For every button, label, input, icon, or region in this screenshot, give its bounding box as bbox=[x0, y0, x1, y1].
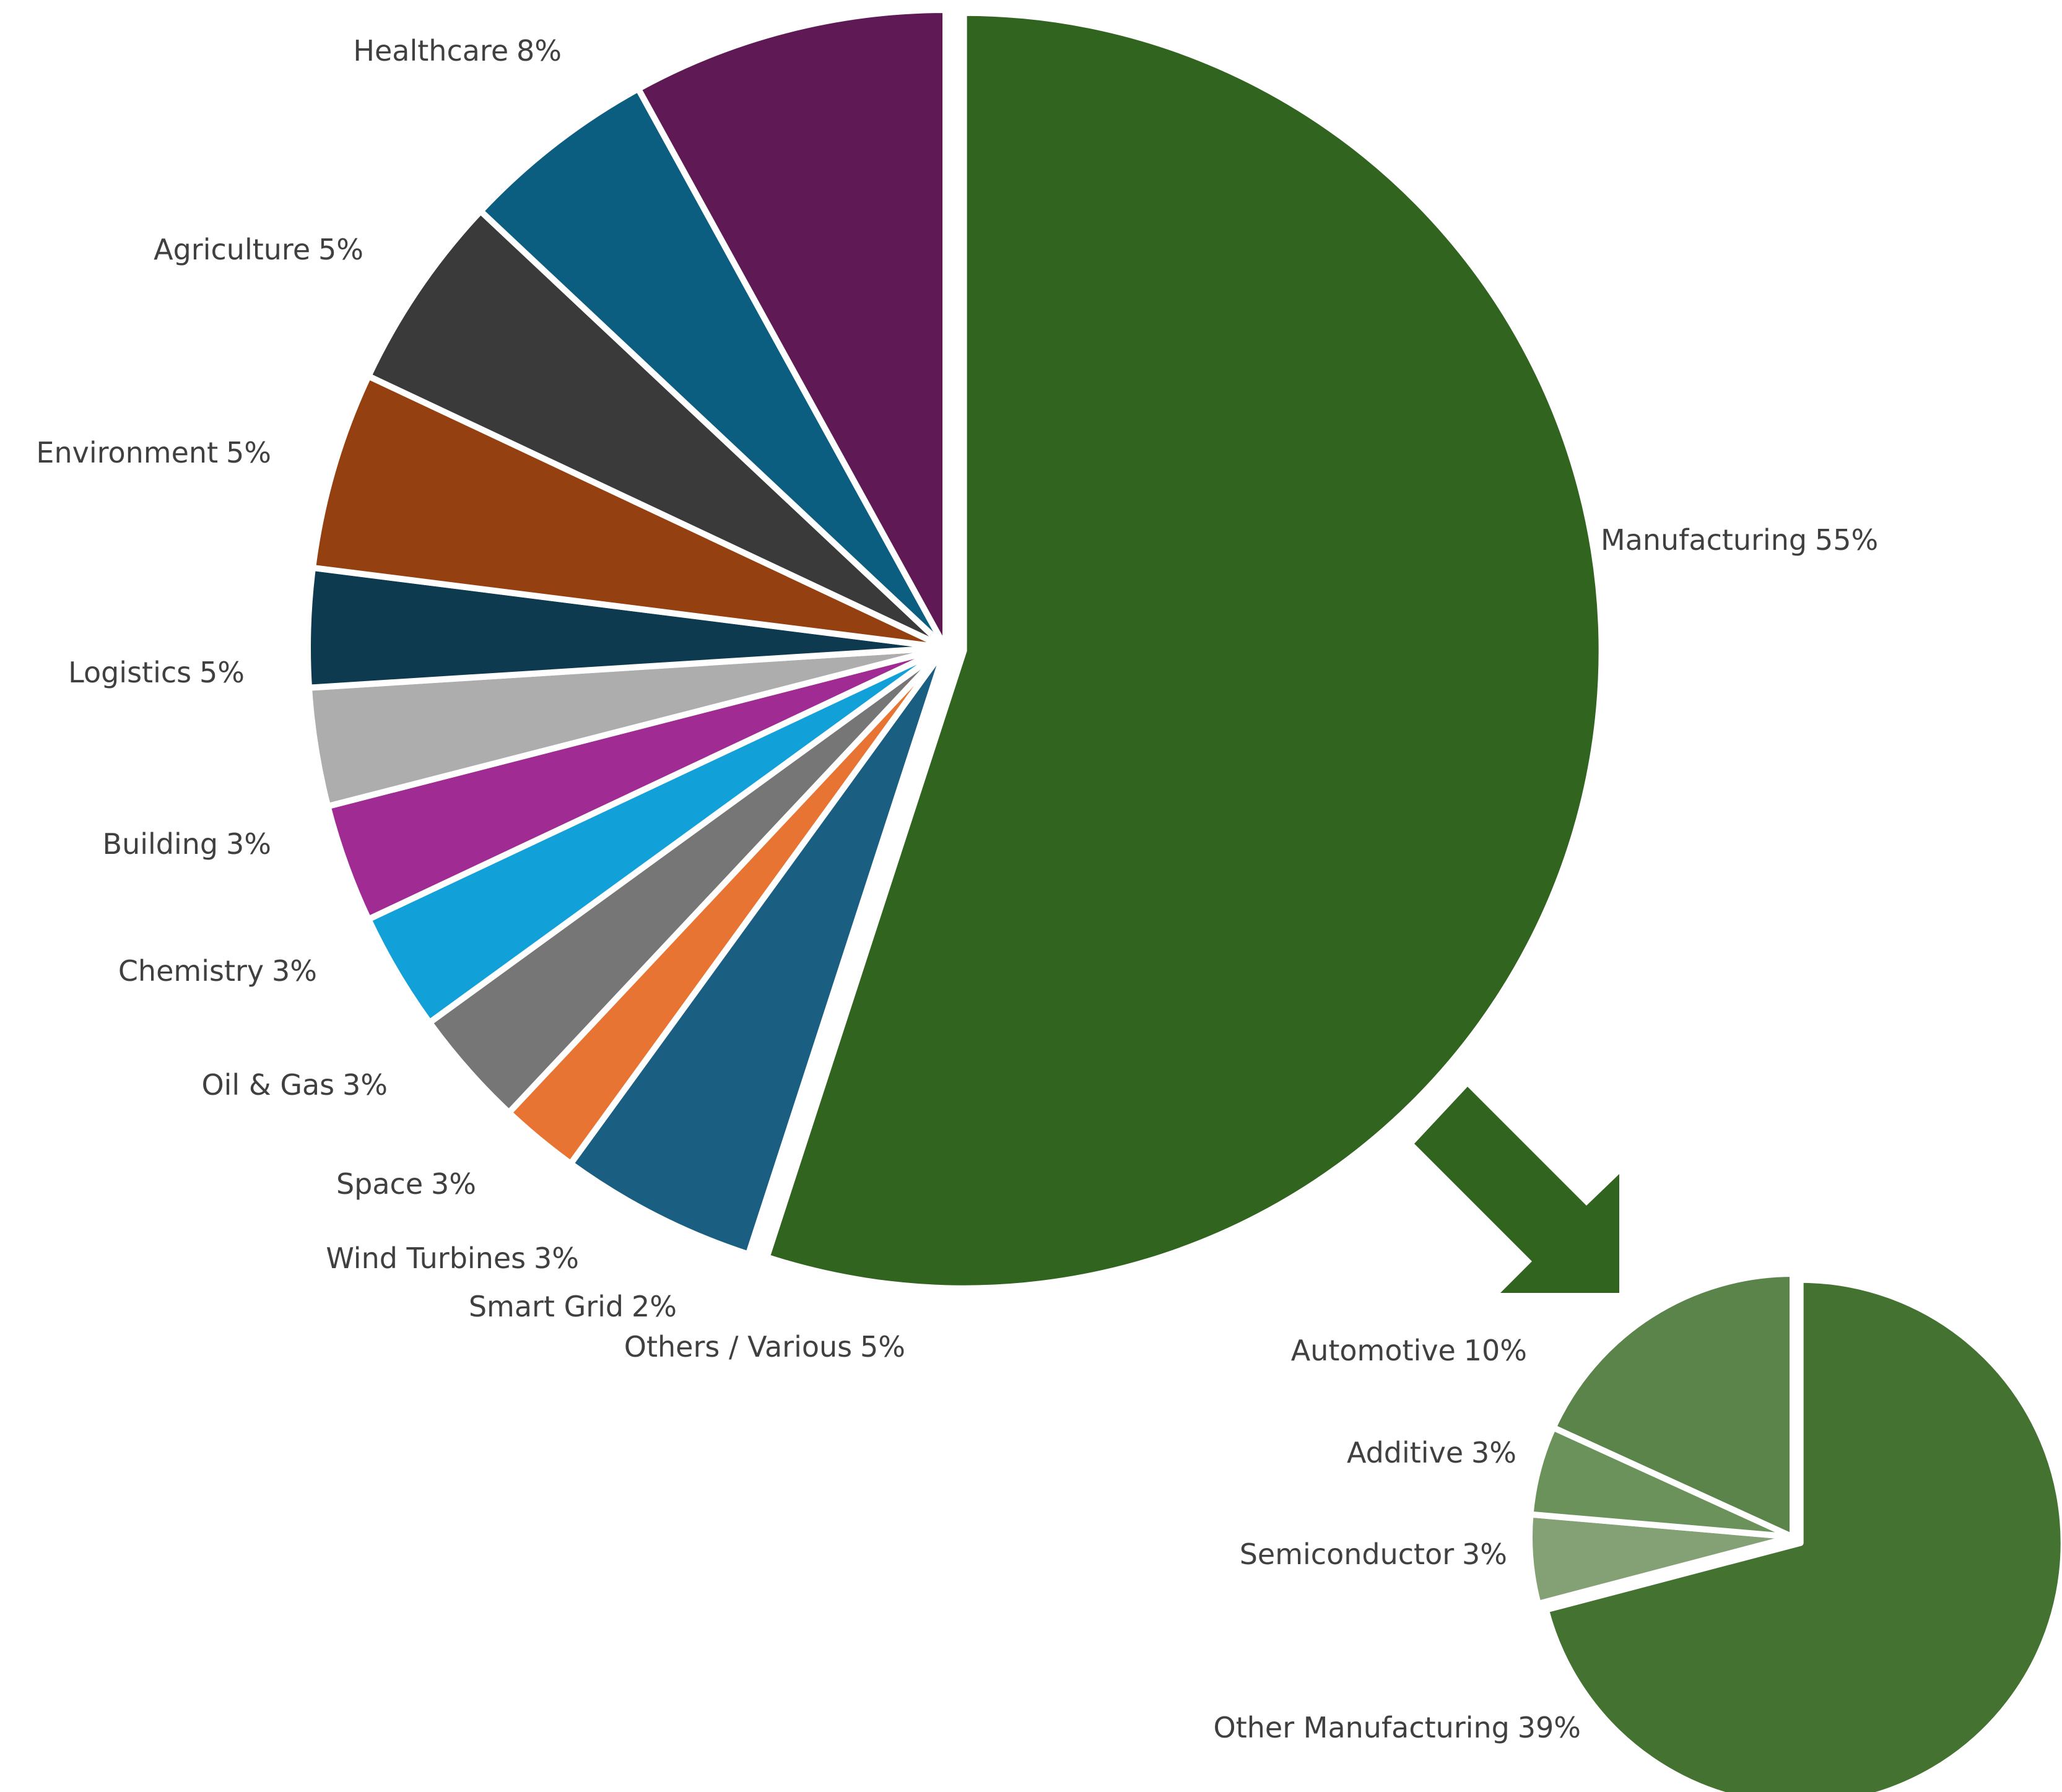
category-label: Healthcare bbox=[353, 34, 508, 67]
category-label: Logistics bbox=[68, 656, 191, 689]
value-label: 3% bbox=[342, 1068, 388, 1102]
slice-label: Manufacturing 55% bbox=[1601, 523, 1878, 557]
slice-label: Automotive 10% bbox=[1291, 1334, 1527, 1367]
value-label: 3% bbox=[272, 954, 317, 988]
category-label: Automotive bbox=[1291, 1334, 1456, 1367]
pie-slice bbox=[1550, 1271, 1796, 1540]
value-label: 2% bbox=[632, 1290, 677, 1323]
slice-label: Smart Grid 2% bbox=[469, 1290, 677, 1323]
slice-label: Agriculture 5% bbox=[154, 233, 363, 266]
category-label: Chemistry bbox=[118, 954, 264, 988]
value-label: 5% bbox=[226, 436, 271, 469]
category-label: Others / Various bbox=[624, 1330, 852, 1364]
slice-label: Others / Various 5% bbox=[624, 1330, 905, 1364]
slice-label: Semiconductor 3% bbox=[1240, 1538, 1507, 1571]
slice-label: Logistics 5% bbox=[68, 656, 245, 689]
zoom-arrow bbox=[1414, 1087, 1619, 1293]
slice-label: Environment 5% bbox=[36, 436, 271, 469]
category-label: Semiconductor bbox=[1240, 1538, 1455, 1571]
value-label: 55% bbox=[1815, 523, 1878, 557]
value-label: 39% bbox=[1518, 1711, 1581, 1744]
slice-label: Additive 3% bbox=[1347, 1436, 1516, 1469]
category-label: Building bbox=[103, 827, 219, 861]
slice-label: Space 3% bbox=[336, 1167, 476, 1201]
slice-label: Building 3% bbox=[103, 827, 271, 861]
pie-slice bbox=[635, 7, 949, 651]
pie-slice bbox=[310, 373, 949, 651]
category-label: Wind Turbines bbox=[326, 1242, 526, 1275]
category-label: Environment bbox=[36, 436, 218, 469]
slice-label: Oil & Gas 3% bbox=[201, 1068, 388, 1102]
pie-slice bbox=[477, 85, 949, 651]
slice-label: Healthcare 8% bbox=[353, 34, 562, 67]
slice-label: Chemistry 3% bbox=[118, 954, 317, 988]
pie-slice bbox=[567, 645, 949, 1258]
value-label: 5% bbox=[860, 1330, 905, 1364]
value-label: 10% bbox=[1464, 1334, 1527, 1367]
category-label: Oil & Gas bbox=[201, 1068, 334, 1102]
value-label: 3% bbox=[226, 827, 271, 861]
category-label: Agriculture bbox=[154, 233, 310, 266]
slice-label: Other Manufacturing 39% bbox=[1214, 1711, 1581, 1744]
category-label: Space bbox=[336, 1167, 423, 1201]
slice-label: Wind Turbines 3% bbox=[326, 1242, 579, 1275]
category-label: Other Manufacturing bbox=[1214, 1711, 1510, 1744]
value-label: 3% bbox=[534, 1242, 579, 1275]
value-label: 8% bbox=[516, 34, 562, 67]
pie-slice bbox=[1542, 1276, 2062, 1792]
value-label: 3% bbox=[1471, 1436, 1516, 1469]
value-label: 3% bbox=[1462, 1538, 1507, 1571]
pie-slice bbox=[365, 207, 949, 651]
pie-slice bbox=[763, 9, 1605, 1292]
category-label: Additive bbox=[1347, 1436, 1463, 1469]
category-label: Manufacturing bbox=[1601, 523, 1807, 557]
value-label: 5% bbox=[199, 656, 245, 689]
value-label: 5% bbox=[318, 233, 363, 266]
value-label: 3% bbox=[431, 1167, 476, 1201]
category-label: Smart Grid bbox=[469, 1290, 624, 1323]
